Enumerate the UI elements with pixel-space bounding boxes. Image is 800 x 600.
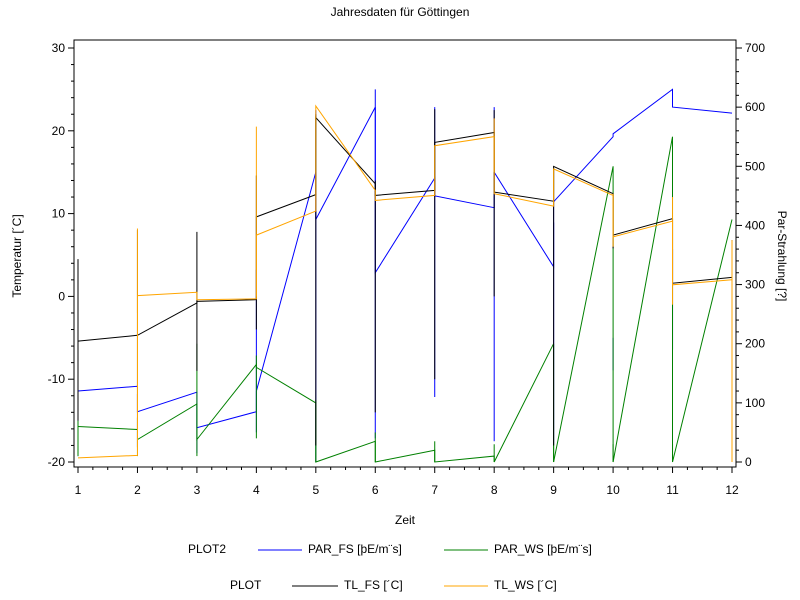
y-right-tick-label: 200	[745, 337, 765, 351]
plot-frame	[73, 39, 737, 468]
plot-border	[73, 39, 737, 468]
legend-entry-tl-ws: TL_WS [´C]	[494, 578, 557, 592]
x-tick-label: 9	[550, 483, 557, 497]
y-left-tick-label: -20	[48, 455, 66, 469]
x-tick-label: 1	[75, 483, 82, 497]
x-tick-label: 3	[194, 483, 201, 497]
y-axis-right: 700 600 500 400 300 200 100 0	[736, 41, 765, 469]
y-right-tick-label: 100	[745, 396, 765, 410]
x-tick-label: 4	[253, 483, 260, 497]
y-left-tick-label: 30	[52, 41, 66, 55]
x-tick-label: 5	[312, 483, 319, 497]
legend-group-label: PLOT	[230, 578, 262, 592]
y-right-tick-label: 500	[745, 159, 765, 173]
series-tl-fs	[77, 109, 733, 446]
legend-entry-tl-fs: TL_FS [´C]	[344, 578, 403, 592]
y-left-tick-label: 0	[58, 289, 65, 303]
y-axis-left: 30 20 10 0 -10 -20	[48, 41, 74, 469]
series-par-fs	[77, 88, 733, 462]
chart-title: Jahresdaten für Göttingen	[331, 5, 470, 19]
x-tick-label: 11	[666, 483, 679, 497]
y-right-tick-label: 300	[745, 278, 765, 292]
series-par-ws-line	[77, 136, 733, 463]
series-par-ws	[77, 136, 733, 463]
y-left-tick-label: 20	[52, 124, 66, 138]
series-tl-fs-line	[77, 116, 733, 342]
series-layer	[77, 88, 733, 463]
x-axis: 1 2 3 4 5 6 7 8 9 10 11 12	[75, 467, 739, 497]
y-axis-right-label: Par-Strahlung [?]	[775, 211, 789, 302]
legend-entry-par-ws: PAR_WS [þE/m¨s]	[494, 542, 592, 556]
y-axis-left-label: Temperatur [´C]	[10, 214, 24, 297]
series-tl-ws	[77, 104, 733, 462]
y-right-tick-label: 700	[745, 41, 765, 55]
y-left-tick-label: -10	[48, 372, 66, 386]
x-tick-label: 12	[725, 483, 739, 497]
legend: PLOT2 PAR_FS [þE/m¨s] PAR_WS [þE/m¨s] PL…	[188, 542, 592, 592]
x-tick-label: 8	[491, 483, 498, 497]
legend-entry-par-fs: PAR_FS [þE/m¨s]	[308, 542, 402, 556]
y-left-tick-label: 10	[52, 207, 66, 221]
y-right-tick-label: 0	[745, 455, 752, 469]
x-tick-label: 10	[606, 483, 620, 497]
x-tick-label: 2	[134, 483, 141, 497]
x-axis-label: Zeit	[395, 513, 416, 527]
x-tick-label: 6	[372, 483, 379, 497]
legend-group-label: PLOT2	[188, 542, 226, 556]
x-tick-label: 7	[431, 483, 438, 497]
y-right-tick-label: 600	[745, 100, 765, 114]
series-tl-ws-line	[77, 104, 733, 459]
y-right-tick-label: 400	[745, 218, 765, 232]
series-par-fs-line	[77, 88, 733, 429]
